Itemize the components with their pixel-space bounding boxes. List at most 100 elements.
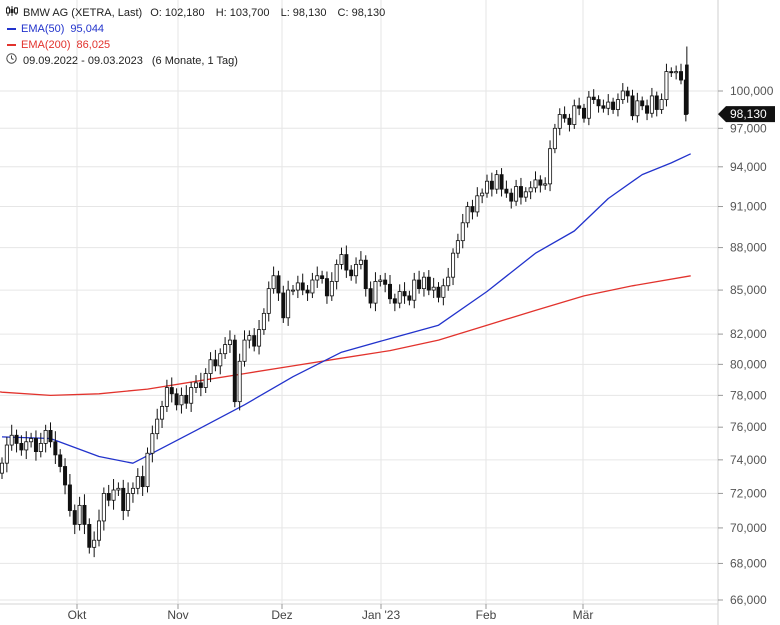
candle bbox=[334, 259, 339, 290]
candle bbox=[387, 275, 392, 304]
last-candle-body bbox=[685, 64, 689, 115]
candle bbox=[543, 177, 548, 190]
candle bbox=[538, 175, 543, 193]
candle bbox=[654, 91, 659, 117]
candle-body-down bbox=[53, 441, 58, 456]
candle-body-up bbox=[586, 96, 591, 119]
candle bbox=[33, 430, 38, 461]
candle bbox=[82, 494, 87, 535]
candle-body-up bbox=[92, 539, 97, 548]
candle bbox=[24, 431, 29, 460]
candle-body-up bbox=[0, 462, 4, 474]
candle-body-down bbox=[562, 114, 567, 119]
x-tick-label: Feb bbox=[476, 608, 497, 622]
candle bbox=[494, 170, 499, 194]
candle-body-up bbox=[43, 430, 48, 444]
candle-body-down bbox=[174, 393, 179, 406]
candle-body-down bbox=[582, 107, 587, 119]
candle-body-up bbox=[494, 174, 499, 190]
candle-body-up bbox=[315, 275, 320, 281]
candle-body-down bbox=[509, 192, 514, 202]
candle-body-down bbox=[518, 186, 523, 198]
candle bbox=[426, 270, 431, 296]
candle bbox=[121, 479, 126, 521]
candle bbox=[310, 272, 315, 299]
candle-body-up bbox=[310, 279, 315, 294]
candle bbox=[247, 330, 252, 349]
candle-body-down bbox=[67, 484, 72, 511]
candle-body-up bbox=[329, 281, 334, 297]
candle bbox=[596, 95, 601, 113]
candle-body-up bbox=[378, 279, 383, 282]
candle bbox=[58, 449, 63, 473]
candle-body-up bbox=[543, 183, 548, 186]
candle-body-down bbox=[82, 504, 87, 525]
candle-body-down bbox=[392, 298, 397, 304]
candle-body-up bbox=[528, 187, 533, 193]
candle-body-down bbox=[489, 180, 494, 190]
candle-body-down bbox=[87, 524, 92, 548]
candle-body-up bbox=[557, 114, 562, 129]
ema200-line bbox=[0, 275, 691, 397]
ema50-line bbox=[1, 153, 691, 464]
candle bbox=[421, 272, 426, 297]
candle-body-down bbox=[387, 283, 392, 300]
period: (6 Monate, 1 Tag) bbox=[151, 55, 238, 67]
candle bbox=[615, 93, 620, 117]
y-tick-label: 70,000 bbox=[730, 521, 767, 535]
candle bbox=[266, 281, 271, 322]
candle-body-down bbox=[169, 387, 174, 395]
legend-range-row[interactable]: 09.09.2022 - 09.03.2023 (6 Monate, 1 Tag… bbox=[6, 53, 385, 69]
candle bbox=[232, 334, 237, 408]
candle bbox=[218, 348, 223, 375]
candle-body-up bbox=[460, 222, 465, 242]
legend-ema200-row[interactable]: EMA(200) 86,025 bbox=[6, 37, 385, 53]
candle-body-up bbox=[24, 441, 29, 451]
candle-body-up bbox=[475, 195, 480, 213]
candle-body-down bbox=[349, 269, 354, 277]
x-tick-label: Mär bbox=[573, 608, 594, 622]
candle bbox=[97, 509, 102, 547]
candle bbox=[533, 171, 538, 193]
candle-body-up bbox=[412, 279, 417, 301]
candle bbox=[669, 67, 674, 77]
candle bbox=[518, 177, 523, 205]
candle bbox=[315, 266, 320, 288]
candle-body-down bbox=[281, 292, 286, 319]
candle-body-up bbox=[38, 443, 43, 453]
candle bbox=[290, 285, 295, 296]
candle-body-up bbox=[620, 90, 625, 101]
instrument-name: BMW AG (XETRA, Last) bbox=[23, 7, 143, 19]
candle-body-down bbox=[106, 493, 111, 501]
candle bbox=[645, 99, 650, 121]
candle bbox=[446, 267, 451, 291]
candle-body-up bbox=[237, 360, 242, 403]
y-tick-label: 66,000 bbox=[730, 593, 767, 607]
candle bbox=[203, 368, 208, 394]
candle bbox=[213, 349, 218, 372]
candle bbox=[189, 382, 194, 412]
candle bbox=[504, 180, 509, 198]
candle-body-up bbox=[514, 186, 519, 202]
ema50-swatch bbox=[7, 28, 16, 30]
legend-ema50-row[interactable]: EMA(50) 95,044 bbox=[6, 21, 385, 37]
candle bbox=[557, 108, 562, 136]
candle bbox=[72, 504, 77, 535]
candle bbox=[92, 531, 97, 558]
candle-body-up bbox=[397, 291, 402, 304]
y-axis: 66,000 68,000 70,000 72,000 74,000 76,000 78,0… bbox=[718, 84, 774, 607]
candle bbox=[363, 255, 368, 297]
candle bbox=[630, 89, 635, 121]
candle-body-up bbox=[189, 387, 194, 404]
ema50-value: 95,044 bbox=[70, 23, 105, 35]
candle bbox=[9, 424, 14, 451]
candle-body-up bbox=[218, 353, 223, 367]
candle bbox=[664, 63, 669, 107]
candle bbox=[577, 97, 582, 116]
candle-body-down bbox=[679, 71, 684, 81]
candle bbox=[87, 518, 92, 554]
candle-body-down bbox=[121, 487, 126, 511]
candle bbox=[625, 86, 630, 103]
candle-body-up bbox=[441, 285, 446, 298]
candle bbox=[111, 479, 116, 510]
